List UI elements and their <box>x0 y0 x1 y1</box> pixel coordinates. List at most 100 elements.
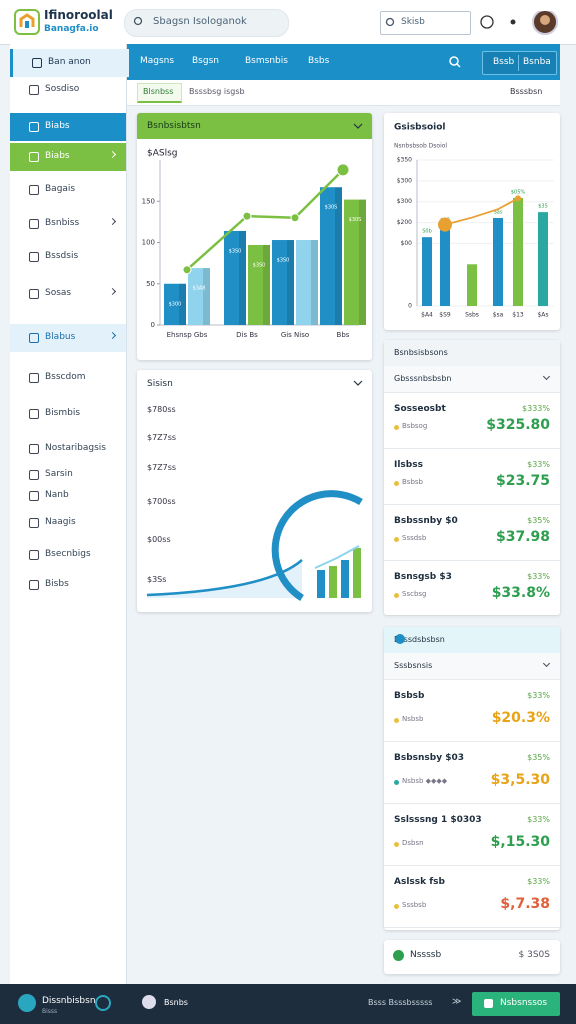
footer-arrow[interactable]: ≫ <box>452 997 462 1007</box>
footer-link[interactable]: Bsss Bsssbsssss <box>368 998 433 1007</box>
nav-tab[interactable]: Bsgsn <box>192 56 219 66</box>
subnav-tab[interactable]: Bsssbsg isgsb <box>189 87 245 96</box>
bar-shade <box>311 240 318 325</box>
chart-title: Gsisbsoiol <box>394 123 446 133</box>
item-pct: $35% <box>527 753 550 762</box>
sidebar-item[interactable]: Ban anon <box>10 49 129 77</box>
sidebar-icon <box>29 409 39 419</box>
search-text[interactable]: Sbagsn Isologanok <box>153 16 247 27</box>
nav-button[interactable]: Bssb Bsnba <box>482 51 557 75</box>
sidebar-item[interactable]: Blabus <box>10 324 126 352</box>
item-name[interactable]: Bsbsb <box>394 691 425 701</box>
sidebar-label[interactable]: Bsscdom <box>45 372 86 382</box>
sidebar-label[interactable]: Bsecnbigs <box>45 549 91 559</box>
footer-subtitle: Bisss <box>42 1008 58 1015</box>
sidebar-label[interactable]: Biabs <box>45 121 70 131</box>
face-icon <box>480 15 494 29</box>
sidebar-item[interactable]: Biabs <box>10 113 126 141</box>
bar-note: $3S0 <box>253 262 266 268</box>
item-tag: Dsbsn <box>402 839 424 847</box>
axis-label: $780ss <box>147 405 176 414</box>
bar <box>440 225 450 306</box>
sidebar-label[interactable]: Naagis <box>45 517 76 527</box>
item-pct: $33% <box>527 572 550 581</box>
sidebar-icon <box>29 333 39 343</box>
bar-note: $35 <box>538 204 548 210</box>
item-name[interactable]: Bsnsgsb $3 <box>394 572 452 582</box>
sidebar-item[interactable]: Bsnbiss <box>10 210 126 238</box>
sidebar-item[interactable]: Bagais <box>10 176 126 204</box>
sidebar-item[interactable]: Sosas <box>10 280 126 308</box>
bar <box>248 244 270 325</box>
bar-shade <box>239 230 246 325</box>
sidebar-item[interactable]: Bssdsis <box>10 243 126 271</box>
sidebar-item[interactable]: Nanb <box>10 482 126 510</box>
bar-shade <box>179 283 186 325</box>
sidebar-item[interactable]: Sosdiso <box>10 76 126 104</box>
search-box-2[interactable]: Skisb <box>380 11 471 35</box>
curve <box>146 559 303 597</box>
nav-button-left[interactable]: Bssb <box>493 57 515 67</box>
footer-button[interactable]: Nsbsnssos <box>472 992 560 1016</box>
nav-tab[interactable]: Bsmsnbis <box>245 56 288 66</box>
sidebar-item[interactable]: Bisbs <box>10 571 126 599</box>
item-amount: $23.75 <box>495 473 550 489</box>
divider <box>384 616 560 617</box>
sidebar-item[interactable]: Bismbis <box>10 400 126 428</box>
search-text-2[interactable]: Skisb <box>401 17 425 27</box>
item-name[interactable]: Aslssk fsb <box>394 877 445 887</box>
divider <box>384 803 560 804</box>
sidebar-label[interactable]: Sosas <box>45 288 72 298</box>
footer-title: Dissnbisbsn <box>42 996 96 1006</box>
sidebar-item[interactable]: Bsecnbigs <box>10 541 126 569</box>
subnav-right[interactable]: Bsssbsn <box>510 87 543 96</box>
nav-tab[interactable]: Bsbs <box>308 56 330 66</box>
sidebar-chevron <box>108 331 117 340</box>
x-tick-label: Ssbs <box>465 312 479 319</box>
sidebar-label[interactable]: Ban anon <box>48 57 91 67</box>
sidebar-label[interactable]: Bagais <box>45 184 76 194</box>
item-name[interactable]: Sosseosbt <box>394 404 446 414</box>
bar-note: $30S <box>325 205 338 211</box>
bar-note: $300 <box>169 301 182 307</box>
search-box[interactable]: Sbagsn Isologanok <box>124 9 289 37</box>
sidebar-label[interactable]: Bismbis <box>45 408 81 418</box>
item-pct: $33% <box>527 460 550 469</box>
sidebar-icon <box>29 550 39 560</box>
item-dot <box>394 537 399 542</box>
sidebar-label[interactable]: Bsnbiss <box>45 218 80 228</box>
sidebar-label[interactable]: Sarsin <box>45 469 73 479</box>
sidebar-item[interactable]: Bsscdom <box>10 364 126 392</box>
sidebar-item[interactable]: Sarsin <box>10 461 126 489</box>
item-name[interactable]: Bsbsnsby $03 <box>394 753 465 763</box>
sidebar-item[interactable]: Naagis <box>10 509 126 537</box>
summary-value: $ 3S0S <box>518 950 550 960</box>
item-name[interactable]: Bsbssnby $0 <box>394 516 458 526</box>
item-name[interactable]: Ilsbss <box>394 460 423 470</box>
y-tick-label: $300 <box>397 198 412 205</box>
subnav-tab[interactable]: Blsnbss <box>143 87 174 96</box>
axis-label: $00ss <box>147 535 171 544</box>
item-tag: Bsbsog <box>402 422 428 430</box>
sidebar-label[interactable]: Bisbs <box>45 579 69 589</box>
sidebar-label[interactable]: Blabus <box>45 332 76 342</box>
sidebar-label[interactable]: Biabs <box>45 151 70 161</box>
sidebar-label[interactable]: Sosdiso <box>45 84 80 94</box>
card-title: Sisisn <box>147 379 173 389</box>
footer-user[interactable]: Bsnbs <box>164 998 188 1007</box>
nav-button-right[interactable]: Bsnba <box>523 57 551 67</box>
footer-button-label[interactable]: Nsbsnssos <box>500 998 548 1008</box>
sidebar-label[interactable]: Nanb <box>45 490 69 500</box>
sidebar-label[interactable]: Nostaribagsis <box>45 443 106 453</box>
card-title: Bsnbsisbtsn <box>147 121 201 131</box>
sidebar-item[interactable]: Nostaribagsis <box>10 435 126 463</box>
sidebar-label[interactable]: Bssdsis <box>45 251 79 261</box>
bar-note: S0b <box>422 229 432 235</box>
list-icon <box>395 634 405 644</box>
nav-tab[interactable]: Magsns <box>140 56 175 66</box>
item-amount: $37.98 <box>495 529 550 545</box>
sidebar-icon <box>32 58 42 68</box>
item-name[interactable]: Sslsssng 1 $0303 <box>394 815 482 825</box>
gear-icon <box>510 19 516 25</box>
sidebar-item[interactable]: Biabs <box>10 143 126 171</box>
